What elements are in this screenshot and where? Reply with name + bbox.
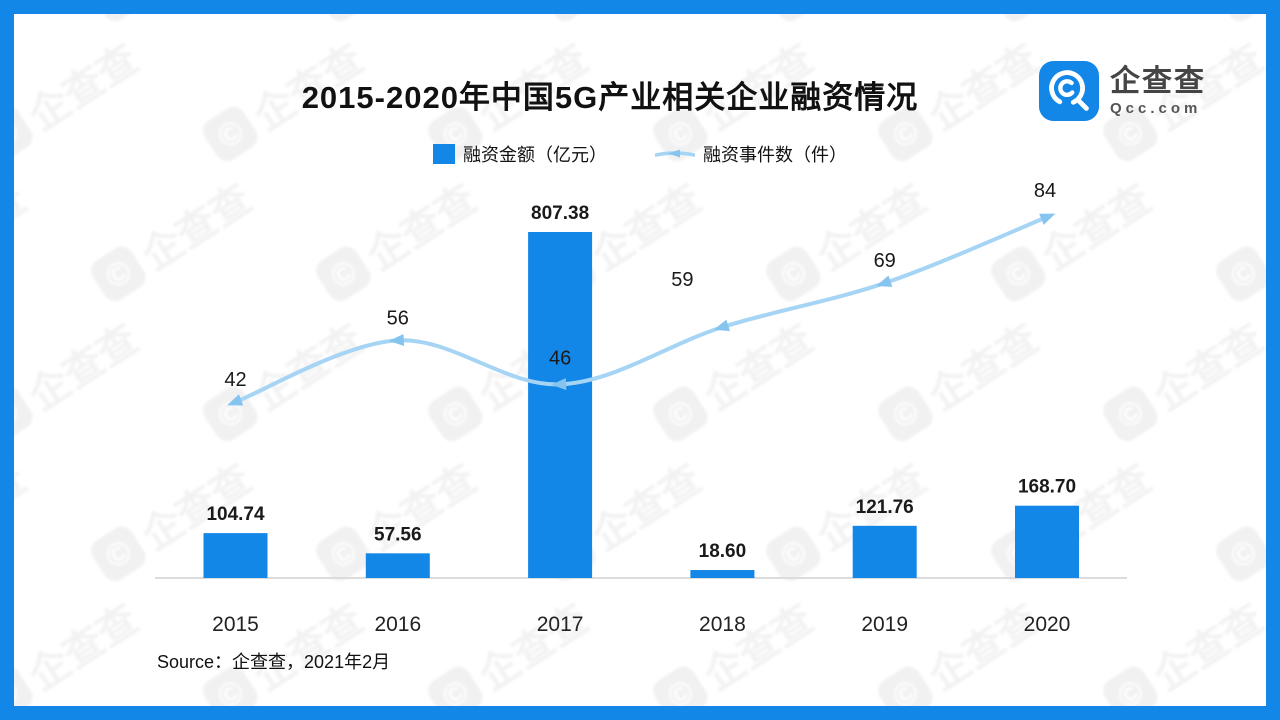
qcc-logo-icon (1038, 60, 1100, 122)
x-tick-label: 2019 (861, 613, 908, 636)
line-marker (713, 319, 730, 332)
line-value-label: 84 (1034, 180, 1056, 202)
bar-value-label: 18.60 (699, 541, 747, 562)
bar-2020 (1015, 505, 1079, 578)
line-series (233, 215, 1049, 404)
bar-2017 (528, 232, 593, 578)
x-tick-label: 2016 (374, 613, 421, 636)
legend-count-label: 融资事件数（件） (703, 145, 847, 165)
line-marker (388, 334, 405, 347)
line-marker (551, 378, 567, 391)
bar-2018 (690, 570, 755, 578)
bar-swatch-icon (433, 144, 455, 164)
x-tick-label: 2018 (699, 613, 746, 636)
bar-value-label: 168.70 (1018, 477, 1076, 498)
logo-domain: Qcc.com (1110, 100, 1202, 117)
line-value-label: 42 (224, 369, 246, 391)
x-tick-label: 2015 (212, 613, 259, 636)
bar-2015 (203, 533, 268, 578)
qcc-logo: 企查查 Qcc.com (1038, 60, 1206, 122)
line-marker (227, 394, 244, 406)
x-tick-label: 2017 (537, 613, 584, 636)
legend: 融资金额（亿元） 融资事件数（件） (0, 141, 1280, 167)
legend-item-count: 融资事件数（件） (655, 141, 847, 167)
bar-value-label: 807.38 (531, 203, 589, 224)
bar-value-label: 104.74 (206, 504, 265, 525)
line-marker (876, 275, 893, 287)
line-swatch-icon (655, 146, 695, 162)
logo-name: 企查查 (1110, 65, 1206, 98)
line-value-label: 56 (387, 307, 409, 329)
line-value-label: 59 (671, 269, 693, 291)
page-title: 2015-2020年中国5G产业相关企业融资情况 (301, 80, 919, 115)
line-value-label: 69 (874, 250, 896, 272)
legend-item-amount: 融资金额（亿元） (433, 141, 607, 167)
bar-value-label: 57.56 (374, 524, 422, 545)
bar-2019 (852, 525, 917, 578)
bar-value-label: 121.76 (856, 497, 914, 518)
bar-2016 (365, 553, 430, 578)
line-marker (1039, 213, 1056, 225)
legend-amount-label: 融资金额（亿元） (463, 145, 607, 165)
line-value-label: 46 (549, 347, 571, 369)
x-tick-label: 2020 (1024, 613, 1071, 636)
source-note: Source：企查查，2021年2月 (157, 652, 391, 672)
